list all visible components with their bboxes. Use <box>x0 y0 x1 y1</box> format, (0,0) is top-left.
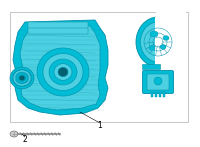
Ellipse shape <box>160 45 166 49</box>
Ellipse shape <box>49 59 77 85</box>
FancyBboxPatch shape <box>147 74 169 90</box>
Ellipse shape <box>10 131 18 137</box>
Bar <box>156 12 186 72</box>
Ellipse shape <box>13 70 31 86</box>
Bar <box>28 22 88 34</box>
Bar <box>155 17 183 69</box>
Text: 2: 2 <box>23 135 27 143</box>
Ellipse shape <box>16 73 28 83</box>
Bar <box>155 92 157 97</box>
Polygon shape <box>13 20 108 115</box>
FancyBboxPatch shape <box>142 71 174 93</box>
Ellipse shape <box>136 17 180 67</box>
Bar <box>151 92 153 97</box>
Ellipse shape <box>54 64 72 80</box>
Ellipse shape <box>10 67 34 89</box>
Ellipse shape <box>58 67 68 77</box>
Bar <box>142 64 160 69</box>
Ellipse shape <box>19 75 25 81</box>
Ellipse shape <box>140 22 176 62</box>
Ellipse shape <box>150 31 158 37</box>
Bar <box>159 92 161 97</box>
Ellipse shape <box>163 36 169 40</box>
Bar <box>10 12 188 122</box>
Ellipse shape <box>43 54 83 91</box>
Text: 1: 1 <box>98 121 102 130</box>
Ellipse shape <box>37 48 89 96</box>
Circle shape <box>154 77 162 85</box>
Bar <box>163 92 165 97</box>
Ellipse shape <box>149 46 155 50</box>
Polygon shape <box>20 26 100 110</box>
